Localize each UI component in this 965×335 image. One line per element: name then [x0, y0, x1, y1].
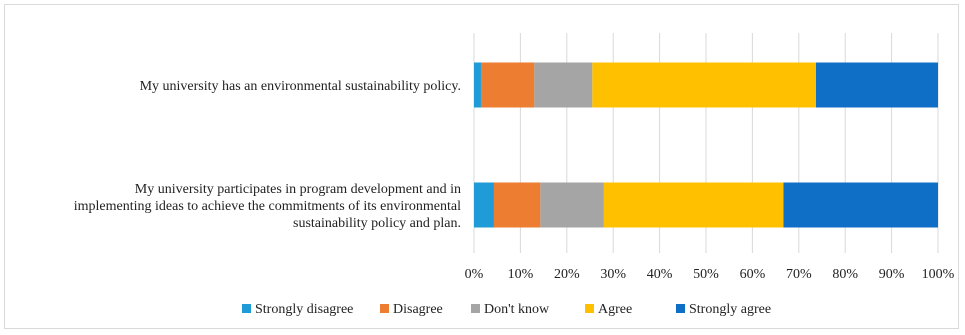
x-tick-label: 20% — [554, 267, 580, 282]
legend-swatch — [676, 304, 685, 313]
x-tick-label: 60% — [740, 267, 766, 282]
category-label: implementing ideas to achieve the commit… — [74, 199, 461, 214]
bar-segment-1-agree — [592, 62, 816, 108]
bar-segment-2-strongly-agree — [783, 182, 938, 228]
legend-swatch — [242, 304, 251, 313]
category-label: sustainability policy and plan. — [293, 216, 461, 231]
x-tick-label: 10% — [508, 267, 534, 282]
category-label: My university has an environmental susta… — [140, 79, 461, 94]
x-tick-label: 30% — [600, 267, 626, 282]
bar-segment-2-disagree — [493, 182, 541, 228]
stacked-bar-chart: My university has an environmental susta… — [74, 33, 955, 317]
x-tick-label: 100% — [922, 267, 955, 282]
bar-segment-2-strongly-disagree — [474, 182, 494, 228]
x-tick-label: 70% — [786, 267, 812, 282]
x-tick-label: 80% — [832, 267, 858, 282]
x-tick-label: 90% — [879, 267, 905, 282]
legend-swatch — [380, 304, 389, 313]
legend-swatch — [585, 304, 594, 313]
x-tick-labels: 0% 10% 20% 30% 40% 50% 60% 70% 80% 90% 100% — [465, 267, 955, 282]
legend-label: Disagree — [393, 302, 443, 317]
bar-segment-1-don-t-know — [534, 62, 593, 108]
bar-segment-1-strongly-disagree — [474, 62, 481, 108]
legend-label: Strongly disagree — [255, 302, 353, 317]
legend-label: Don't know — [484, 302, 550, 317]
x-tick-label: 50% — [693, 267, 719, 282]
legend-swatch — [471, 304, 480, 313]
bars — [474, 62, 938, 228]
bar-segment-2-don-t-know — [540, 182, 604, 228]
legend-label: Strongly agree — [689, 302, 771, 317]
bar-segment-1-disagree — [480, 62, 535, 108]
chart-area: My university has an environmental susta… — [4, 4, 959, 329]
legend: Strongly disagree Disagree Don't know Agree… — [242, 302, 771, 317]
category-labels: My university has an environmental susta… — [74, 79, 461, 231]
legend-label: Agree — [598, 302, 632, 317]
category-label: My university participates in program de… — [135, 182, 461, 197]
x-tick-label: 40% — [647, 267, 673, 282]
x-tick-label: 0% — [465, 267, 484, 282]
bar-segment-1-strongly-agree — [815, 62, 938, 108]
bar-segment-2-agree — [603, 182, 784, 228]
